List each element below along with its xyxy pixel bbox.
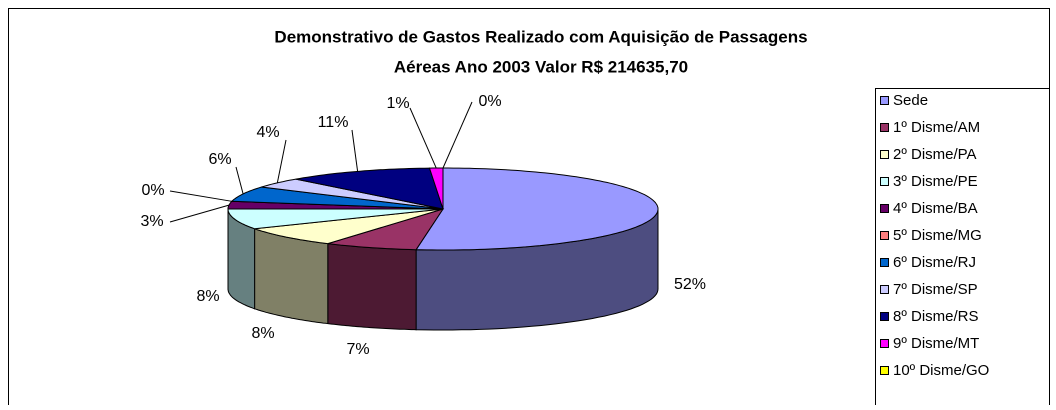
data-label: 8% (251, 325, 274, 342)
data-label: 0% (478, 93, 501, 110)
leader-line (351, 129, 359, 172)
legend-label: 5º Disme/MG (893, 227, 982, 244)
legend-swatch (880, 123, 889, 132)
legend-label: Sede (893, 92, 928, 109)
slice-side (254, 228, 329, 325)
legend-label: 10º Disme/GO (893, 362, 989, 379)
legend-swatch (880, 258, 889, 267)
legend-label: 2º Disme/PA (893, 146, 977, 163)
data-label: 3% (140, 213, 163, 230)
legend-label: 3º Disme/PE (893, 173, 978, 190)
slice (227, 208, 444, 230)
slice (261, 178, 444, 210)
legend-label: 7º Disme/SP (893, 281, 978, 298)
legend-label: 6º Disme/RJ (893, 254, 976, 271)
legend-label: 9º Disme/MT (893, 335, 979, 352)
legend-label: 4º Disme/BA (893, 200, 978, 217)
chart-title: Aéreas Ano 2003 Valor R$ 214635,70 (394, 57, 688, 76)
slice (327, 208, 445, 251)
legend-swatch (880, 204, 889, 213)
leader-line (409, 107, 437, 169)
leader-line (276, 139, 287, 183)
legend-box (875, 88, 1050, 410)
slice (415, 167, 659, 251)
legend-label: 1º Disme/AM (893, 119, 980, 136)
legend-swatch (880, 150, 889, 159)
data-label: 0% (141, 182, 164, 199)
slice (295, 167, 444, 210)
legend-swatch (880, 312, 889, 321)
slice (254, 208, 444, 245)
legend-swatch (880, 339, 889, 348)
data-label: 8% (196, 288, 219, 305)
legend-swatch (880, 231, 889, 240)
leader-line (169, 190, 232, 202)
leader-line (442, 101, 473, 169)
leader-line (235, 166, 244, 195)
legend-swatch (880, 285, 889, 294)
chart-title: Demonstrativo de Gastos Realizado com Aq… (274, 27, 807, 46)
slice-side (327, 243, 417, 331)
data-label: 52% (674, 276, 706, 293)
data-label: 7% (346, 341, 369, 358)
legend-label: 8º Disme/RS (893, 308, 979, 325)
data-label: 6% (208, 151, 231, 168)
data-label: 1% (386, 95, 409, 112)
data-label: 4% (256, 124, 279, 141)
leader-line (169, 204, 230, 223)
legend-swatch (880, 366, 889, 375)
legend-swatch (880, 96, 889, 105)
data-label: 11% (318, 114, 349, 131)
legend-swatch (880, 177, 889, 186)
